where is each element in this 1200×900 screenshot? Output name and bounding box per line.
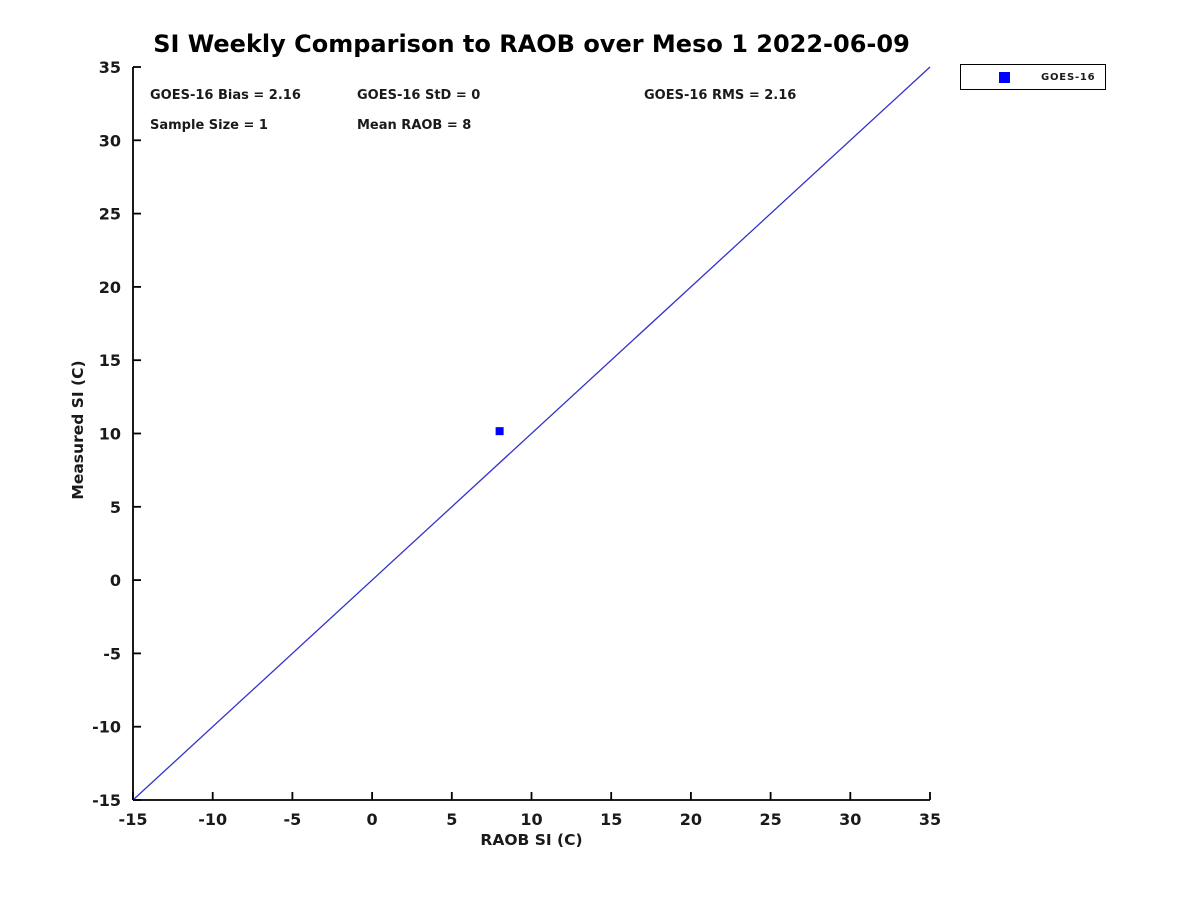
x-tick-label: 25 (759, 810, 781, 829)
identity-line (132, 66, 931, 801)
y-tick-label: 35 (99, 58, 121, 77)
stat-rms: GOES-16 RMS = 2.16 (644, 88, 797, 103)
y-tick-label: -15 (92, 791, 121, 810)
x-axis-label: RAOB SI (C) (480, 831, 583, 849)
x-tick-label: 20 (680, 810, 702, 829)
data-point-marker (495, 427, 504, 436)
y-tick-label: 20 (99, 278, 121, 297)
x-tick-label: 10 (520, 810, 542, 829)
x-tick-label: -15 (119, 810, 148, 829)
x-tick-label: 30 (839, 810, 861, 829)
chart-title: SI Weekly Comparison to RAOB over Meso 1… (153, 30, 910, 58)
x-tick-label: 5 (446, 810, 457, 829)
y-tick-label: 0 (110, 571, 121, 590)
stat-mean-raob: Mean RAOB = 8 (357, 118, 472, 133)
x-tick-label: 0 (367, 810, 378, 829)
x-tick-label: 15 (600, 810, 622, 829)
x-tick-label: -5 (284, 810, 302, 829)
y-tick-label: 15 (99, 351, 121, 370)
legend-label: GOES-16 (1041, 71, 1096, 83)
y-tick-label: 30 (99, 131, 121, 150)
stat-std: GOES-16 StD = 0 (357, 88, 481, 103)
y-tick-label: 25 (99, 205, 121, 224)
y-tick-label: -10 (92, 718, 121, 737)
x-tick-label: 35 (919, 810, 941, 829)
y-tick-label: 5 (110, 498, 121, 517)
legend: GOES-16 (960, 64, 1106, 90)
legend-square-marker-icon (999, 71, 1010, 83)
y-tick-label: 10 (99, 425, 121, 444)
y-tick-label: -5 (103, 644, 121, 663)
stat-sample-size: Sample Size = 1 (150, 118, 268, 133)
y-axis-label: Measured SI (C) (69, 360, 87, 500)
x-tick-label: -10 (198, 810, 227, 829)
stat-bias: GOES-16 Bias = 2.16 (150, 88, 301, 103)
